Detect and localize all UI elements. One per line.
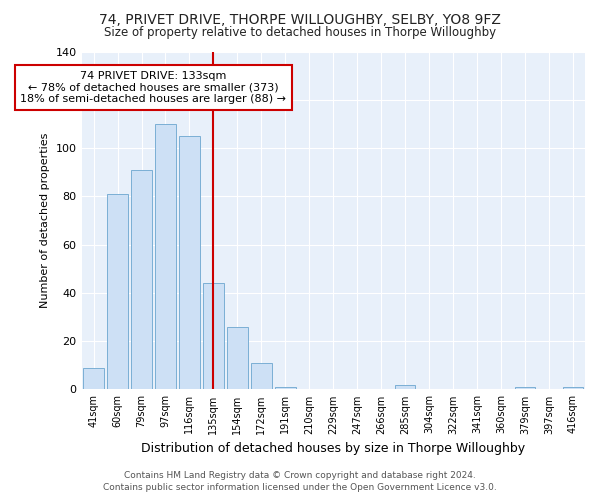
Bar xyxy=(83,368,104,390)
Bar xyxy=(251,363,272,390)
Bar xyxy=(131,170,152,390)
Bar xyxy=(203,283,224,390)
Bar xyxy=(227,326,248,390)
X-axis label: Distribution of detached houses by size in Thorpe Willoughby: Distribution of detached houses by size … xyxy=(141,442,526,455)
Text: 74, PRIVET DRIVE, THORPE WILLOUGHBY, SELBY, YO8 9FZ: 74, PRIVET DRIVE, THORPE WILLOUGHBY, SEL… xyxy=(99,12,501,26)
Bar xyxy=(275,387,296,390)
Bar xyxy=(155,124,176,390)
Text: Size of property relative to detached houses in Thorpe Willoughby: Size of property relative to detached ho… xyxy=(104,26,496,39)
Bar xyxy=(515,387,535,390)
Bar xyxy=(563,387,583,390)
Bar xyxy=(107,194,128,390)
Text: Contains HM Land Registry data © Crown copyright and database right 2024.
Contai: Contains HM Land Registry data © Crown c… xyxy=(103,471,497,492)
Text: 74 PRIVET DRIVE: 133sqm
← 78% of detached houses are smaller (373)
18% of semi-d: 74 PRIVET DRIVE: 133sqm ← 78% of detache… xyxy=(20,71,286,104)
Y-axis label: Number of detached properties: Number of detached properties xyxy=(40,133,50,308)
Bar xyxy=(395,384,415,390)
Bar xyxy=(179,136,200,390)
